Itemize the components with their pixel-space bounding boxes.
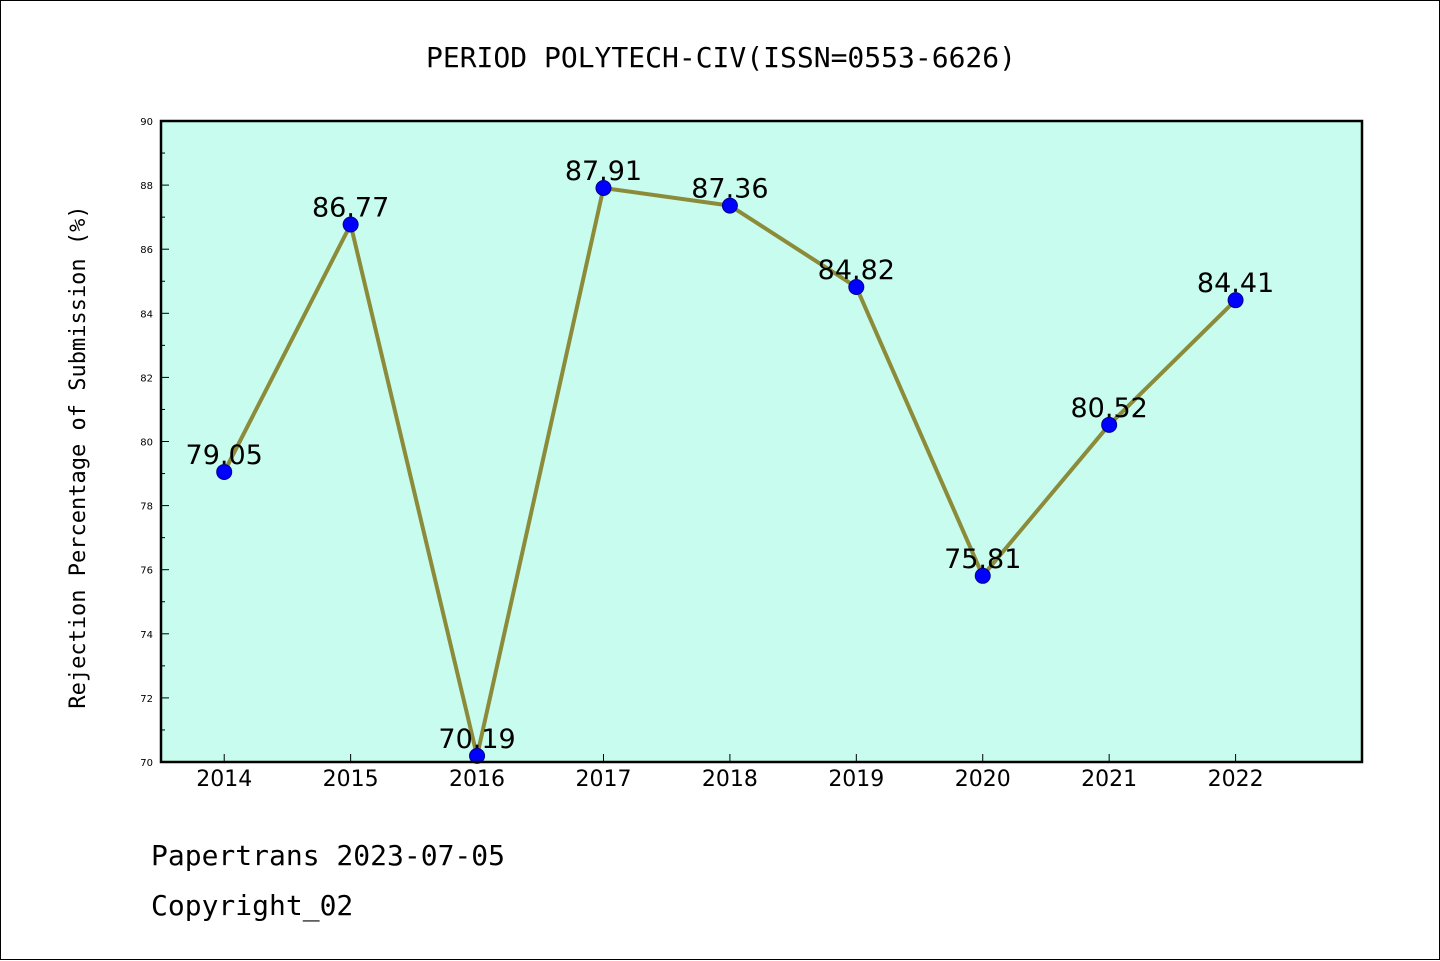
data-point <box>595 179 612 196</box>
y-tick-label: 70 <box>140 758 153 769</box>
data-label: 84.41 <box>1197 268 1274 299</box>
data-point <box>721 197 738 214</box>
x-tick-label: 2014 <box>196 767 252 792</box>
y-axis-label: Rejection Percentage of Submission (%) <box>66 205 91 708</box>
x-tick-label: 2020 <box>955 767 1011 792</box>
y-tick-label: 86 <box>140 245 153 256</box>
data-label: 79.05 <box>186 440 263 471</box>
y-tick-label: 78 <box>140 502 153 513</box>
x-tick-label: 2022 <box>1208 767 1264 792</box>
y-tick-label: 80 <box>140 438 153 449</box>
plot-border <box>159 119 1364 764</box>
y-tick-label: 84 <box>140 309 153 320</box>
data-point <box>848 279 865 296</box>
data-point <box>1101 416 1118 433</box>
data-label: 75.81 <box>944 544 1021 575</box>
footer-copyright: Copyright_02 <box>151 889 353 923</box>
data-label: 80.52 <box>1071 393 1148 424</box>
y-tick-label: 82 <box>140 373 153 384</box>
data-point <box>216 463 233 480</box>
x-tick-label: 2016 <box>449 767 505 792</box>
x-tick-label: 2018 <box>702 767 758 792</box>
chart-title: PERIOD POLYTECH-CIV(ISSN=0553-6626) <box>426 41 1016 74</box>
y-tick-label: 76 <box>140 566 153 577</box>
x-tick-label: 2019 <box>828 767 884 792</box>
y-axis: 70 72 74 76 78 80 82 84 86 88 90 <box>140 117 169 769</box>
x-axis: 2014 2015 2016 2017 2018 2019 2020 2021 2022 <box>196 754 1264 792</box>
data-point <box>342 216 359 233</box>
y-tick-label: 88 <box>140 181 153 192</box>
data-label: 87.91 <box>565 156 642 187</box>
data-point <box>469 747 486 764</box>
data-label: 84.82 <box>818 255 895 286</box>
y-tick-label: 74 <box>140 630 153 641</box>
y-tick-label: 72 <box>140 694 153 705</box>
x-tick-label: 2015 <box>323 767 379 792</box>
data-label: 86.77 <box>312 193 389 224</box>
data-point <box>974 567 991 584</box>
footer-source: Papertrans 2023-07-05 <box>151 839 505 872</box>
series-1: 79.05 86.77 70.19 87.91 87.36 84.82 75.81 80.52… <box>186 156 1274 764</box>
data-point <box>1227 292 1244 309</box>
x-tick-label: 2021 <box>1081 767 1137 792</box>
data-label: 70.19 <box>438 724 515 755</box>
data-label: 87.36 <box>691 174 768 205</box>
x-tick-label: 2017 <box>575 767 631 792</box>
y-tick-label: 90 <box>140 117 153 128</box>
